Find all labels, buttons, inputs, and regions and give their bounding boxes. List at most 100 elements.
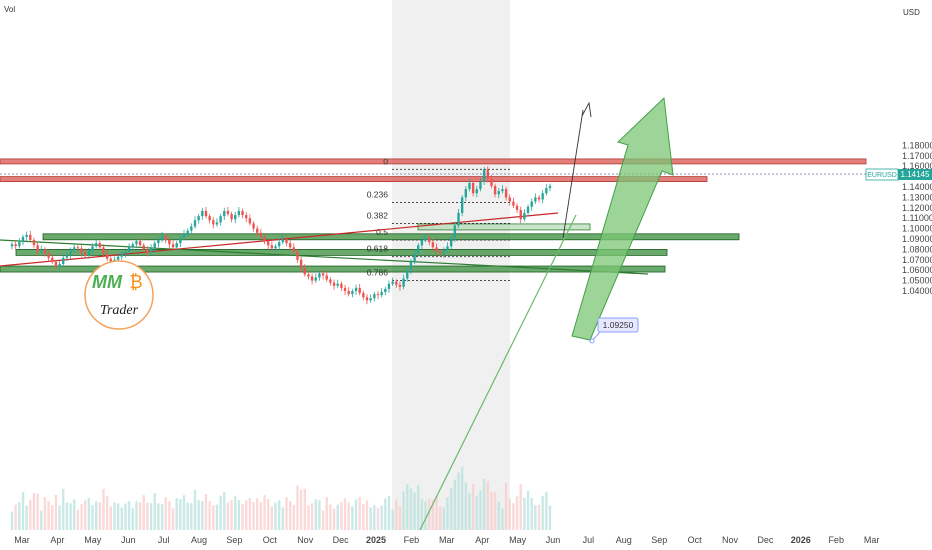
candle — [395, 279, 398, 288]
volume-bar — [296, 485, 299, 530]
candle — [409, 258, 413, 275]
x-tick-label: Feb — [828, 535, 844, 545]
candle — [267, 237, 270, 250]
volume-bar — [230, 500, 233, 530]
x-tick-label: Jul — [583, 535, 595, 545]
volume-bar — [548, 505, 552, 530]
fib-level-label: 0.618 — [367, 244, 389, 254]
candle — [464, 185, 468, 202]
candle — [376, 291, 380, 300]
volume-bar — [329, 504, 332, 530]
candle — [288, 240, 292, 252]
x-tick-label: Mar — [864, 535, 880, 545]
fib-level-label: 0.786 — [367, 268, 389, 278]
volume-bar — [102, 488, 105, 530]
volume-bar — [168, 501, 171, 530]
candle — [120, 251, 123, 260]
volume-bar — [127, 501, 131, 530]
trader-logo: MM ₿ Trader — [84, 260, 154, 330]
x-tick-label: Mar — [14, 535, 30, 545]
candle — [149, 244, 153, 255]
candle — [523, 209, 526, 222]
volume-bar — [354, 499, 358, 530]
candle — [18, 238, 21, 249]
candle — [541, 190, 544, 204]
candle — [245, 211, 248, 223]
candle — [354, 284, 358, 295]
candle — [406, 267, 409, 282]
x-tick-label: Oct — [263, 535, 278, 545]
volume-bar — [384, 498, 387, 530]
volume-bar — [120, 507, 123, 530]
volume-bar — [116, 503, 120, 530]
candle — [351, 288, 354, 298]
candle — [197, 213, 200, 224]
volume-bar — [387, 496, 391, 530]
volume-bar — [347, 502, 350, 530]
candle — [515, 203, 519, 213]
x-tick-label: Apr — [475, 535, 489, 545]
candle — [519, 206, 522, 224]
x-tick-label: 2025 — [366, 535, 386, 545]
candle — [449, 235, 453, 250]
volume-bar — [431, 500, 435, 530]
candle — [431, 239, 435, 252]
price-axis[interactable]: 1.180001.170001.160001.150001.140001.130… — [902, 140, 932, 296]
volume-bar — [395, 499, 398, 530]
volume-bar — [131, 508, 134, 530]
x-tick-label: Sep — [651, 535, 667, 545]
candle — [208, 213, 211, 224]
volume-bar — [40, 510, 43, 530]
volume-bar — [303, 488, 306, 530]
support-zone — [42, 233, 740, 241]
y-tick-label: 1.13000 — [902, 192, 932, 202]
candle — [80, 245, 83, 257]
y-tick-label: 1.18000 — [902, 140, 932, 150]
volume-bar — [471, 484, 475, 530]
volume-bar — [179, 499, 182, 530]
candle — [530, 198, 533, 211]
volume-bar — [376, 507, 380, 530]
volume-bar — [439, 506, 442, 530]
y-tick-label: 1.09000 — [902, 234, 932, 244]
candle — [347, 287, 350, 297]
resistance-zone — [0, 176, 708, 183]
candle — [175, 240, 178, 251]
y-tick-label: 1.05000 — [902, 276, 932, 286]
candle — [475, 185, 478, 198]
volume-bar — [380, 505, 383, 530]
candle — [285, 236, 288, 247]
volume-bar — [512, 503, 515, 530]
volume-bar — [226, 502, 230, 530]
candle — [259, 228, 263, 240]
y-tick-label: 1.08000 — [902, 244, 932, 254]
volume-bar — [281, 507, 285, 530]
volume-bars — [10, 467, 552, 530]
volume-bar — [288, 501, 292, 530]
candle — [234, 211, 237, 224]
candle — [98, 240, 102, 251]
candle — [76, 245, 80, 252]
candle — [10, 241, 14, 250]
x-tick-label: Sep — [226, 535, 242, 545]
volume-bar — [413, 492, 416, 530]
x-tick-label: Nov — [297, 535, 314, 545]
volume-bar — [310, 503, 314, 530]
candle — [124, 248, 127, 258]
candle — [226, 206, 230, 217]
candle — [373, 291, 376, 302]
highlight-band — [392, 0, 510, 530]
fib-level-label: 0.5 — [376, 227, 388, 237]
volume-bar — [18, 502, 21, 530]
x-tick-label: Jul — [158, 535, 170, 545]
x-tick-label: Feb — [404, 535, 420, 545]
time-axis[interactable]: Mar Apr May Jun Jul Aug Sep Oct Nov Dec 2025 Feb Mar… — [14, 535, 879, 545]
candle — [281, 235, 285, 245]
volume-bar — [318, 500, 321, 530]
volume-bar — [245, 500, 248, 530]
volume-bar — [21, 492, 25, 530]
volume-bar — [182, 495, 186, 530]
volume-bar — [241, 504, 244, 530]
volume-bar — [321, 510, 325, 530]
